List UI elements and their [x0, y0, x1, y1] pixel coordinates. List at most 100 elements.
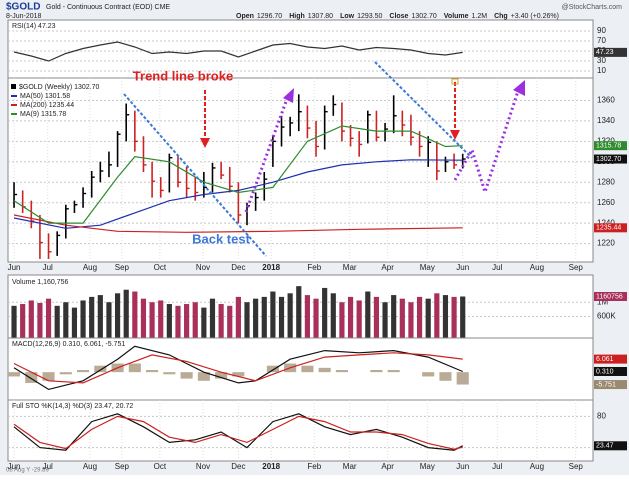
x-tick-label: Jul [43, 263, 53, 272]
value-tag-label: 6.061 [596, 356, 614, 363]
y-tick-label: 1260 [597, 198, 615, 207]
volume-bar [278, 296, 285, 338]
y-tick-label: 600K [597, 312, 616, 321]
volume-bar [123, 289, 129, 338]
volume-bar [201, 307, 207, 338]
y-tick-label: 1220 [597, 239, 615, 248]
arrow-head [200, 138, 210, 148]
x-tick-label: Feb [307, 263, 321, 272]
y-tick-label: 10 [597, 66, 606, 75]
legend-label: MA(200) 1235.44 [20, 102, 74, 109]
x-tick-label: Jul [43, 462, 53, 471]
quote-value: 1296.70 [257, 13, 282, 20]
x-tick-label: 2018 [262, 263, 280, 272]
y-tick-label: 30 [597, 56, 606, 65]
volume-bar [416, 296, 423, 338]
value-tag [594, 47, 627, 57]
volume-bar [37, 302, 43, 338]
series-line [13, 345, 463, 391]
series-line [13, 125, 463, 224]
quote-label: Close [389, 13, 408, 20]
histogram-bar [301, 365, 314, 373]
annotation: Trend line broke [133, 68, 233, 83]
volume-bar [20, 304, 26, 338]
panel-title: MACD(12,26,9) 0.310, 6.061, -5.751 [12, 341, 125, 348]
histogram-bar [146, 370, 159, 373]
quote-value: 1307.80 [308, 13, 333, 20]
series-line [13, 352, 463, 384]
panel: 2080JunJulAugSepOctNovDec2018FebMarAprMa… [7, 399, 627, 471]
value-tag-label: -5.751 [596, 381, 616, 388]
volume-bar [330, 293, 336, 338]
x-tick-label: May [420, 462, 435, 471]
x-tick-label: Jul [492, 462, 502, 471]
arrow-head [513, 80, 525, 96]
volume-bar [408, 302, 414, 338]
quote-label: Open [236, 13, 254, 20]
volume-bar [339, 302, 345, 338]
volume-bar [322, 287, 328, 338]
panel-title: Volume 1,160,756 [12, 279, 69, 286]
volume-bar [235, 296, 241, 338]
series-line [13, 415, 463, 450]
series-line [13, 214, 463, 233]
volume-bar [97, 295, 103, 338]
histogram-bar [422, 372, 435, 377]
volume-bar [149, 302, 155, 338]
volume-bar [373, 296, 380, 338]
value-tag-label: 1315.78 [596, 143, 621, 150]
histogram-bar [318, 367, 331, 373]
legend-label: MA(50) 1301.58 [20, 93, 70, 100]
legend-label: MA(9) 1315.78 [20, 111, 66, 118]
y-tick-label: 80 [597, 412, 606, 421]
x-tick-label: Jun [8, 263, 21, 272]
volume-bar [356, 300, 362, 338]
x-tick-label: 2018 [262, 462, 280, 471]
value-tag-label: 0.310 [596, 368, 614, 375]
volume-bar [365, 291, 371, 338]
x-tick-label: Feb [307, 462, 321, 471]
panel-frame [7, 77, 594, 263]
value-tag [594, 380, 627, 390]
volume-bar [347, 296, 354, 338]
histogram-bar [163, 372, 176, 375]
credit: @StockCharts.com [562, 4, 623, 11]
histogram-bar [128, 363, 141, 373]
volume-bar [253, 298, 259, 338]
x-tick-label: Oct [154, 462, 167, 471]
series-line [13, 159, 463, 229]
panels: 1030507090RSI(14) 47.2347.23122012401260… [7, 19, 627, 471]
panel-title: $GOLD (Weekly) 1302.70 [19, 84, 100, 91]
x-tick-label: Sep [115, 462, 130, 471]
x-tick-label: Aug [530, 263, 544, 272]
volume-bar [227, 305, 233, 338]
x-tick-label: Dec [231, 462, 245, 471]
volume-bar [460, 296, 466, 338]
volume-bar [296, 286, 302, 338]
x-tick-label: Jul [492, 263, 502, 272]
histogram-bar [25, 372, 38, 383]
projection [244, 95, 290, 213]
value-tag [594, 366, 627, 376]
footer: 08 Aug Y -29.89 [6, 468, 49, 474]
histogram-bar [197, 372, 210, 381]
volume-bar [184, 304, 190, 338]
value-tag-label: 23.47 [596, 443, 614, 450]
quote-value: +3.40 (+0.26%) [511, 13, 559, 20]
y-tick-label: 70 [597, 36, 606, 45]
quote-value: 1293.50 [357, 13, 382, 20]
x-tick-label: Apr [381, 263, 394, 272]
panel-title: Full STO %K(14,3) %D(3) 23.47, 20.72 [12, 403, 133, 410]
value-tag-label: 1160756 [596, 293, 623, 300]
volume-bar [270, 291, 276, 338]
histogram-bar [370, 370, 383, 373]
volume-bar [382, 302, 388, 338]
volume-bar [63, 302, 69, 338]
volume-bar [80, 300, 86, 338]
quote-value: 1.2M [472, 13, 488, 20]
volume-bar [114, 293, 121, 338]
volume-bar [209, 298, 216, 338]
volume-bar [140, 298, 147, 338]
x-tick-label: Jun [8, 462, 21, 471]
value-tag [594, 291, 627, 301]
